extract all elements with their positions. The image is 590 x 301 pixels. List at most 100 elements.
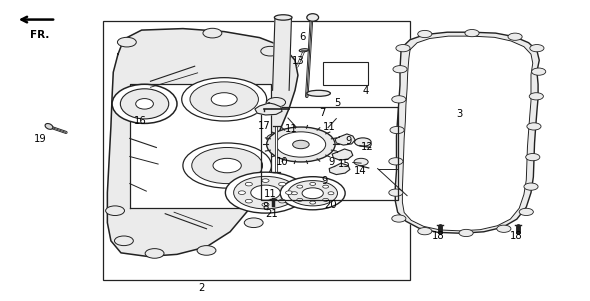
Ellipse shape	[307, 90, 330, 96]
Circle shape	[145, 249, 164, 258]
Text: 13: 13	[292, 56, 305, 66]
Circle shape	[262, 179, 269, 182]
Circle shape	[389, 158, 403, 165]
Circle shape	[106, 206, 124, 216]
Ellipse shape	[120, 89, 169, 119]
Circle shape	[392, 215, 406, 222]
Circle shape	[211, 93, 237, 106]
Text: FR.: FR.	[31, 30, 50, 40]
Polygon shape	[395, 32, 539, 233]
Ellipse shape	[136, 98, 153, 109]
Text: 14: 14	[353, 166, 366, 176]
Circle shape	[526, 154, 540, 161]
Circle shape	[355, 138, 371, 146]
Circle shape	[203, 28, 222, 38]
Ellipse shape	[274, 15, 292, 20]
Circle shape	[390, 126, 404, 134]
Circle shape	[529, 93, 543, 100]
Text: 6: 6	[299, 32, 305, 42]
Text: 5: 5	[335, 98, 340, 108]
Ellipse shape	[112, 84, 177, 123]
Circle shape	[418, 30, 432, 38]
Circle shape	[251, 185, 280, 200]
Circle shape	[302, 188, 323, 199]
Circle shape	[328, 192, 334, 195]
Circle shape	[262, 203, 269, 206]
Circle shape	[197, 246, 216, 255]
Text: 11: 11	[285, 124, 298, 134]
Circle shape	[532, 68, 546, 75]
Bar	[103, 21, 410, 280]
Circle shape	[310, 201, 316, 204]
Circle shape	[297, 185, 303, 188]
Circle shape	[310, 182, 316, 185]
Text: 11: 11	[323, 122, 336, 132]
Text: 18: 18	[431, 231, 444, 241]
Circle shape	[234, 176, 297, 209]
Polygon shape	[332, 149, 353, 160]
Ellipse shape	[299, 49, 309, 52]
Circle shape	[288, 181, 337, 206]
Circle shape	[293, 140, 309, 149]
Circle shape	[392, 96, 406, 103]
Text: 2: 2	[199, 283, 205, 293]
Circle shape	[354, 158, 368, 166]
Bar	[261, 107, 398, 200]
Circle shape	[519, 208, 533, 216]
Circle shape	[297, 198, 303, 201]
Circle shape	[393, 66, 407, 73]
Text: 20: 20	[324, 200, 337, 210]
Circle shape	[267, 127, 335, 162]
Circle shape	[190, 82, 258, 117]
Circle shape	[508, 33, 522, 40]
Circle shape	[183, 143, 271, 188]
Text: 16: 16	[134, 116, 147, 126]
Text: 8: 8	[263, 202, 268, 212]
Text: 15: 15	[338, 159, 351, 169]
Circle shape	[261, 46, 280, 56]
Text: 9: 9	[322, 176, 327, 186]
Circle shape	[267, 134, 286, 143]
Text: 21: 21	[265, 209, 278, 219]
Circle shape	[182, 78, 267, 121]
Polygon shape	[130, 84, 271, 208]
Polygon shape	[255, 103, 282, 115]
Circle shape	[323, 198, 329, 201]
Circle shape	[280, 177, 345, 210]
Circle shape	[497, 225, 511, 232]
Polygon shape	[329, 163, 350, 175]
Circle shape	[396, 45, 410, 52]
Polygon shape	[273, 18, 291, 90]
Circle shape	[524, 183, 538, 190]
Text: 4: 4	[363, 86, 369, 96]
Circle shape	[267, 98, 286, 107]
Circle shape	[530, 45, 544, 52]
Circle shape	[238, 191, 245, 194]
Text: 18: 18	[510, 231, 523, 241]
Circle shape	[278, 182, 286, 186]
Bar	[323, 62, 368, 85]
Ellipse shape	[45, 123, 53, 129]
Text: 12: 12	[360, 142, 373, 153]
Circle shape	[117, 37, 136, 47]
Circle shape	[389, 189, 403, 196]
Circle shape	[278, 199, 286, 203]
Circle shape	[245, 199, 253, 203]
Text: 19: 19	[34, 134, 47, 144]
Circle shape	[244, 218, 263, 228]
Circle shape	[291, 192, 297, 195]
Circle shape	[225, 172, 306, 213]
Circle shape	[213, 158, 241, 173]
Text: 17: 17	[258, 121, 271, 132]
Circle shape	[192, 147, 263, 184]
Circle shape	[527, 123, 541, 130]
Text: 3: 3	[456, 109, 462, 119]
Text: 9: 9	[345, 136, 351, 147]
Circle shape	[323, 185, 329, 188]
Text: 11: 11	[264, 189, 277, 199]
Polygon shape	[107, 29, 298, 256]
Polygon shape	[402, 36, 533, 231]
Circle shape	[263, 179, 282, 188]
Circle shape	[459, 229, 473, 237]
Circle shape	[245, 182, 253, 186]
